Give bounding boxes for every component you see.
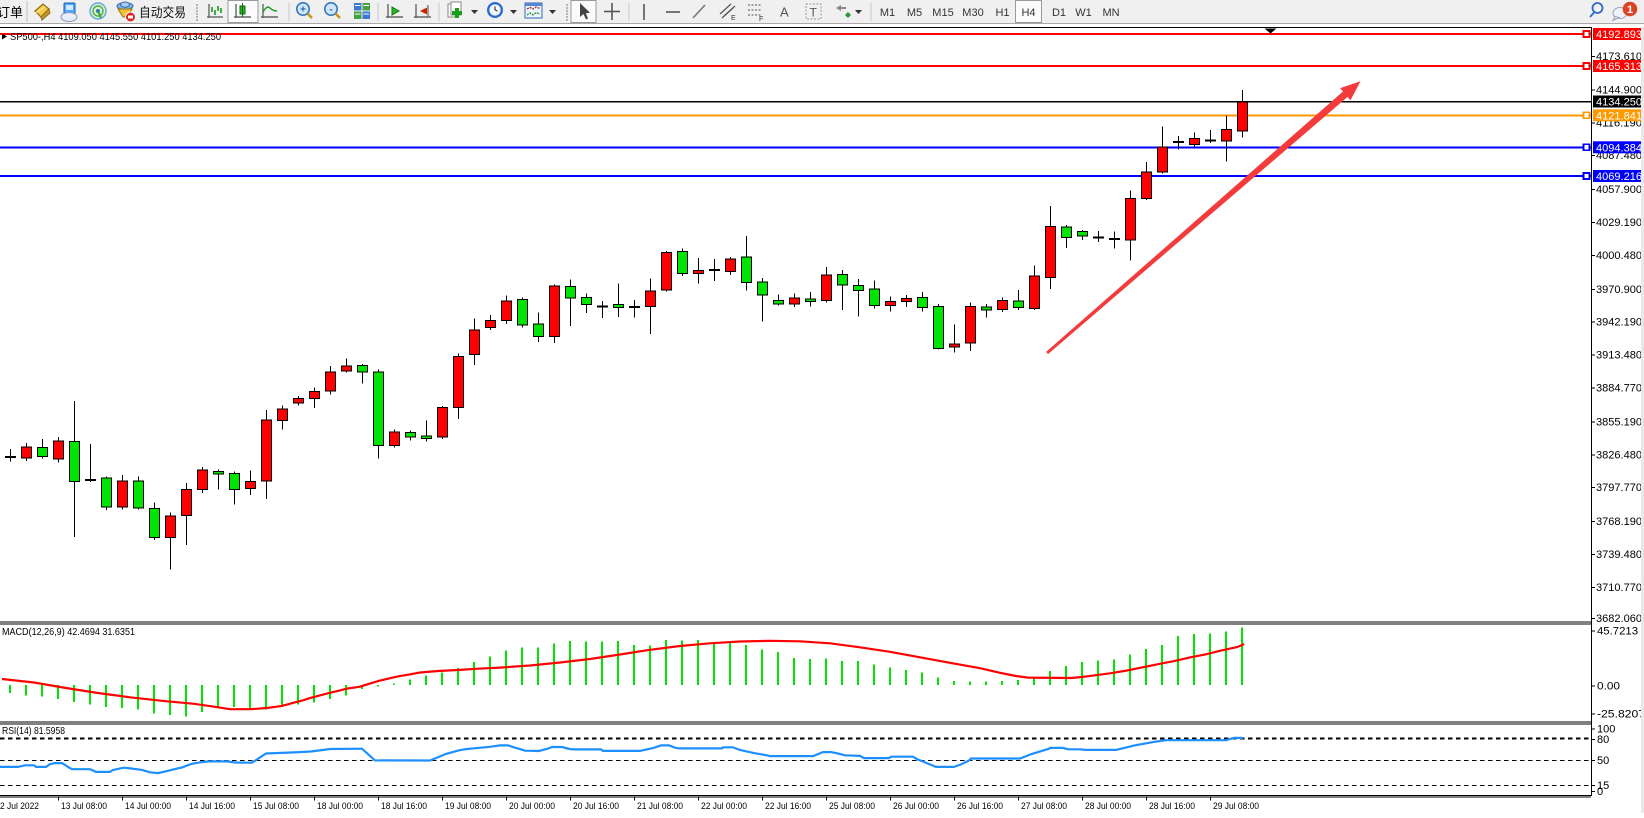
svg-text:3739.480: 3739.480	[1596, 549, 1642, 561]
svg-text:3826.480: 3826.480	[1596, 449, 1642, 461]
svg-text:3913.480: 3913.480	[1596, 350, 1642, 362]
svg-text:+: +	[300, 5, 306, 16]
svg-text:4192.893: 4192.893	[1596, 29, 1642, 41]
svg-text:1: 1	[1627, 4, 1633, 16]
svg-text:15: 15	[1597, 780, 1609, 792]
svg-text:28 Jul 16:00: 28 Jul 16:00	[1149, 801, 1195, 811]
svg-text:H1: H1	[995, 7, 1009, 19]
svg-text:-: -	[329, 5, 332, 16]
svg-text:A: A	[780, 5, 789, 20]
svg-text:3855.190: 3855.190	[1596, 416, 1642, 428]
svg-text:MACD(12,26,9) 42.4694 31.6351: MACD(12,26,9) 42.4694 31.6351	[2, 626, 135, 638]
svg-text:D1: D1	[1052, 7, 1066, 19]
svg-text:26 Jul 16:00: 26 Jul 16:00	[957, 801, 1003, 811]
svg-text:3970.900: 3970.900	[1596, 284, 1642, 296]
svg-text:0: 0	[1597, 786, 1603, 798]
svg-text:100: 100	[1597, 724, 1615, 736]
svg-text:MN: MN	[1102, 7, 1119, 19]
svg-text:21 Jul 08:00: 21 Jul 08:00	[637, 801, 683, 811]
svg-text:19 Jul 08:00: 19 Jul 08:00	[445, 801, 491, 811]
svg-text:4057.900: 4057.900	[1596, 184, 1642, 196]
svg-text:3942.190: 3942.190	[1596, 317, 1642, 329]
svg-text:18 Jul 16:00: 18 Jul 16:00	[381, 801, 427, 811]
svg-text:45.7213: 45.7213	[1597, 626, 1638, 638]
svg-text:50: 50	[1597, 755, 1609, 767]
svg-text:E: E	[731, 15, 736, 22]
svg-text:3682.060: 3682.060	[1596, 613, 1642, 625]
svg-text:-25.8207: -25.8207	[1597, 709, 1644, 721]
svg-text:M30: M30	[962, 7, 983, 19]
svg-text:2 Jul 2022: 2 Jul 2022	[0, 801, 39, 811]
svg-text:W1: W1	[1075, 7, 1092, 19]
svg-text:3797.770: 3797.770	[1596, 482, 1642, 494]
svg-text:H4: H4	[1021, 7, 1035, 19]
svg-text:F: F	[759, 16, 763, 23]
svg-text:0.00: 0.00	[1597, 681, 1620, 693]
svg-text:20 Jul 16:00: 20 Jul 16:00	[573, 801, 619, 811]
svg-text:22 Jul 00:00: 22 Jul 00:00	[701, 801, 747, 811]
svg-text:18 Jul 00:00: 18 Jul 00:00	[317, 801, 363, 811]
svg-text:4094.384: 4094.384	[1596, 142, 1642, 154]
svg-text:22 Jul 16:00: 22 Jul 16:00	[765, 801, 811, 811]
svg-text:4144.900: 4144.900	[1596, 84, 1642, 96]
svg-text:15 Jul 08:00: 15 Jul 08:00	[253, 801, 299, 811]
svg-text:4029.190: 4029.190	[1596, 217, 1642, 229]
svg-text:4134.250: 4134.250	[1596, 97, 1642, 109]
svg-text:M15: M15	[932, 7, 953, 19]
svg-text:M5: M5	[907, 7, 922, 19]
svg-text:4165.313: 4165.313	[1596, 61, 1642, 73]
svg-text:27 Jul 08:00: 27 Jul 08:00	[1021, 801, 1067, 811]
svg-text:4121.841: 4121.841	[1596, 110, 1642, 122]
svg-text:14 Jul 16:00: 14 Jul 16:00	[189, 801, 235, 811]
svg-text:4069.216: 4069.216	[1596, 171, 1642, 183]
svg-text:26 Jul 00:00: 26 Jul 00:00	[893, 801, 939, 811]
svg-text:T: T	[810, 6, 818, 20]
svg-text:3710.770: 3710.770	[1596, 582, 1642, 594]
svg-text:订单: 订单	[0, 5, 23, 20]
svg-text:3768.190: 3768.190	[1596, 516, 1642, 528]
svg-text:13 Jul 08:00: 13 Jul 08:00	[61, 801, 107, 811]
svg-text:29 Jul 08:00: 29 Jul 08:00	[1213, 801, 1259, 811]
svg-text:SP500-,H4 4109.050 4145.550 4: SP500-,H4 4109.050 4145.550 4101.250 413…	[10, 31, 221, 43]
svg-text:28 Jul 00:00: 28 Jul 00:00	[1085, 801, 1131, 811]
svg-text:20 Jul 00:00: 20 Jul 00:00	[509, 801, 555, 811]
svg-text:3884.770: 3884.770	[1596, 383, 1642, 395]
svg-text:14 Jul 00:00: 14 Jul 00:00	[125, 801, 171, 811]
svg-text:RSI(14) 81.5958: RSI(14) 81.5958	[2, 725, 65, 737]
svg-text:25 Jul 08:00: 25 Jul 08:00	[829, 801, 875, 811]
svg-text:80: 80	[1597, 734, 1609, 746]
svg-text:4000.480: 4000.480	[1596, 250, 1642, 262]
svg-text:自动交易: 自动交易	[139, 5, 186, 20]
svg-text:M1: M1	[880, 7, 895, 19]
